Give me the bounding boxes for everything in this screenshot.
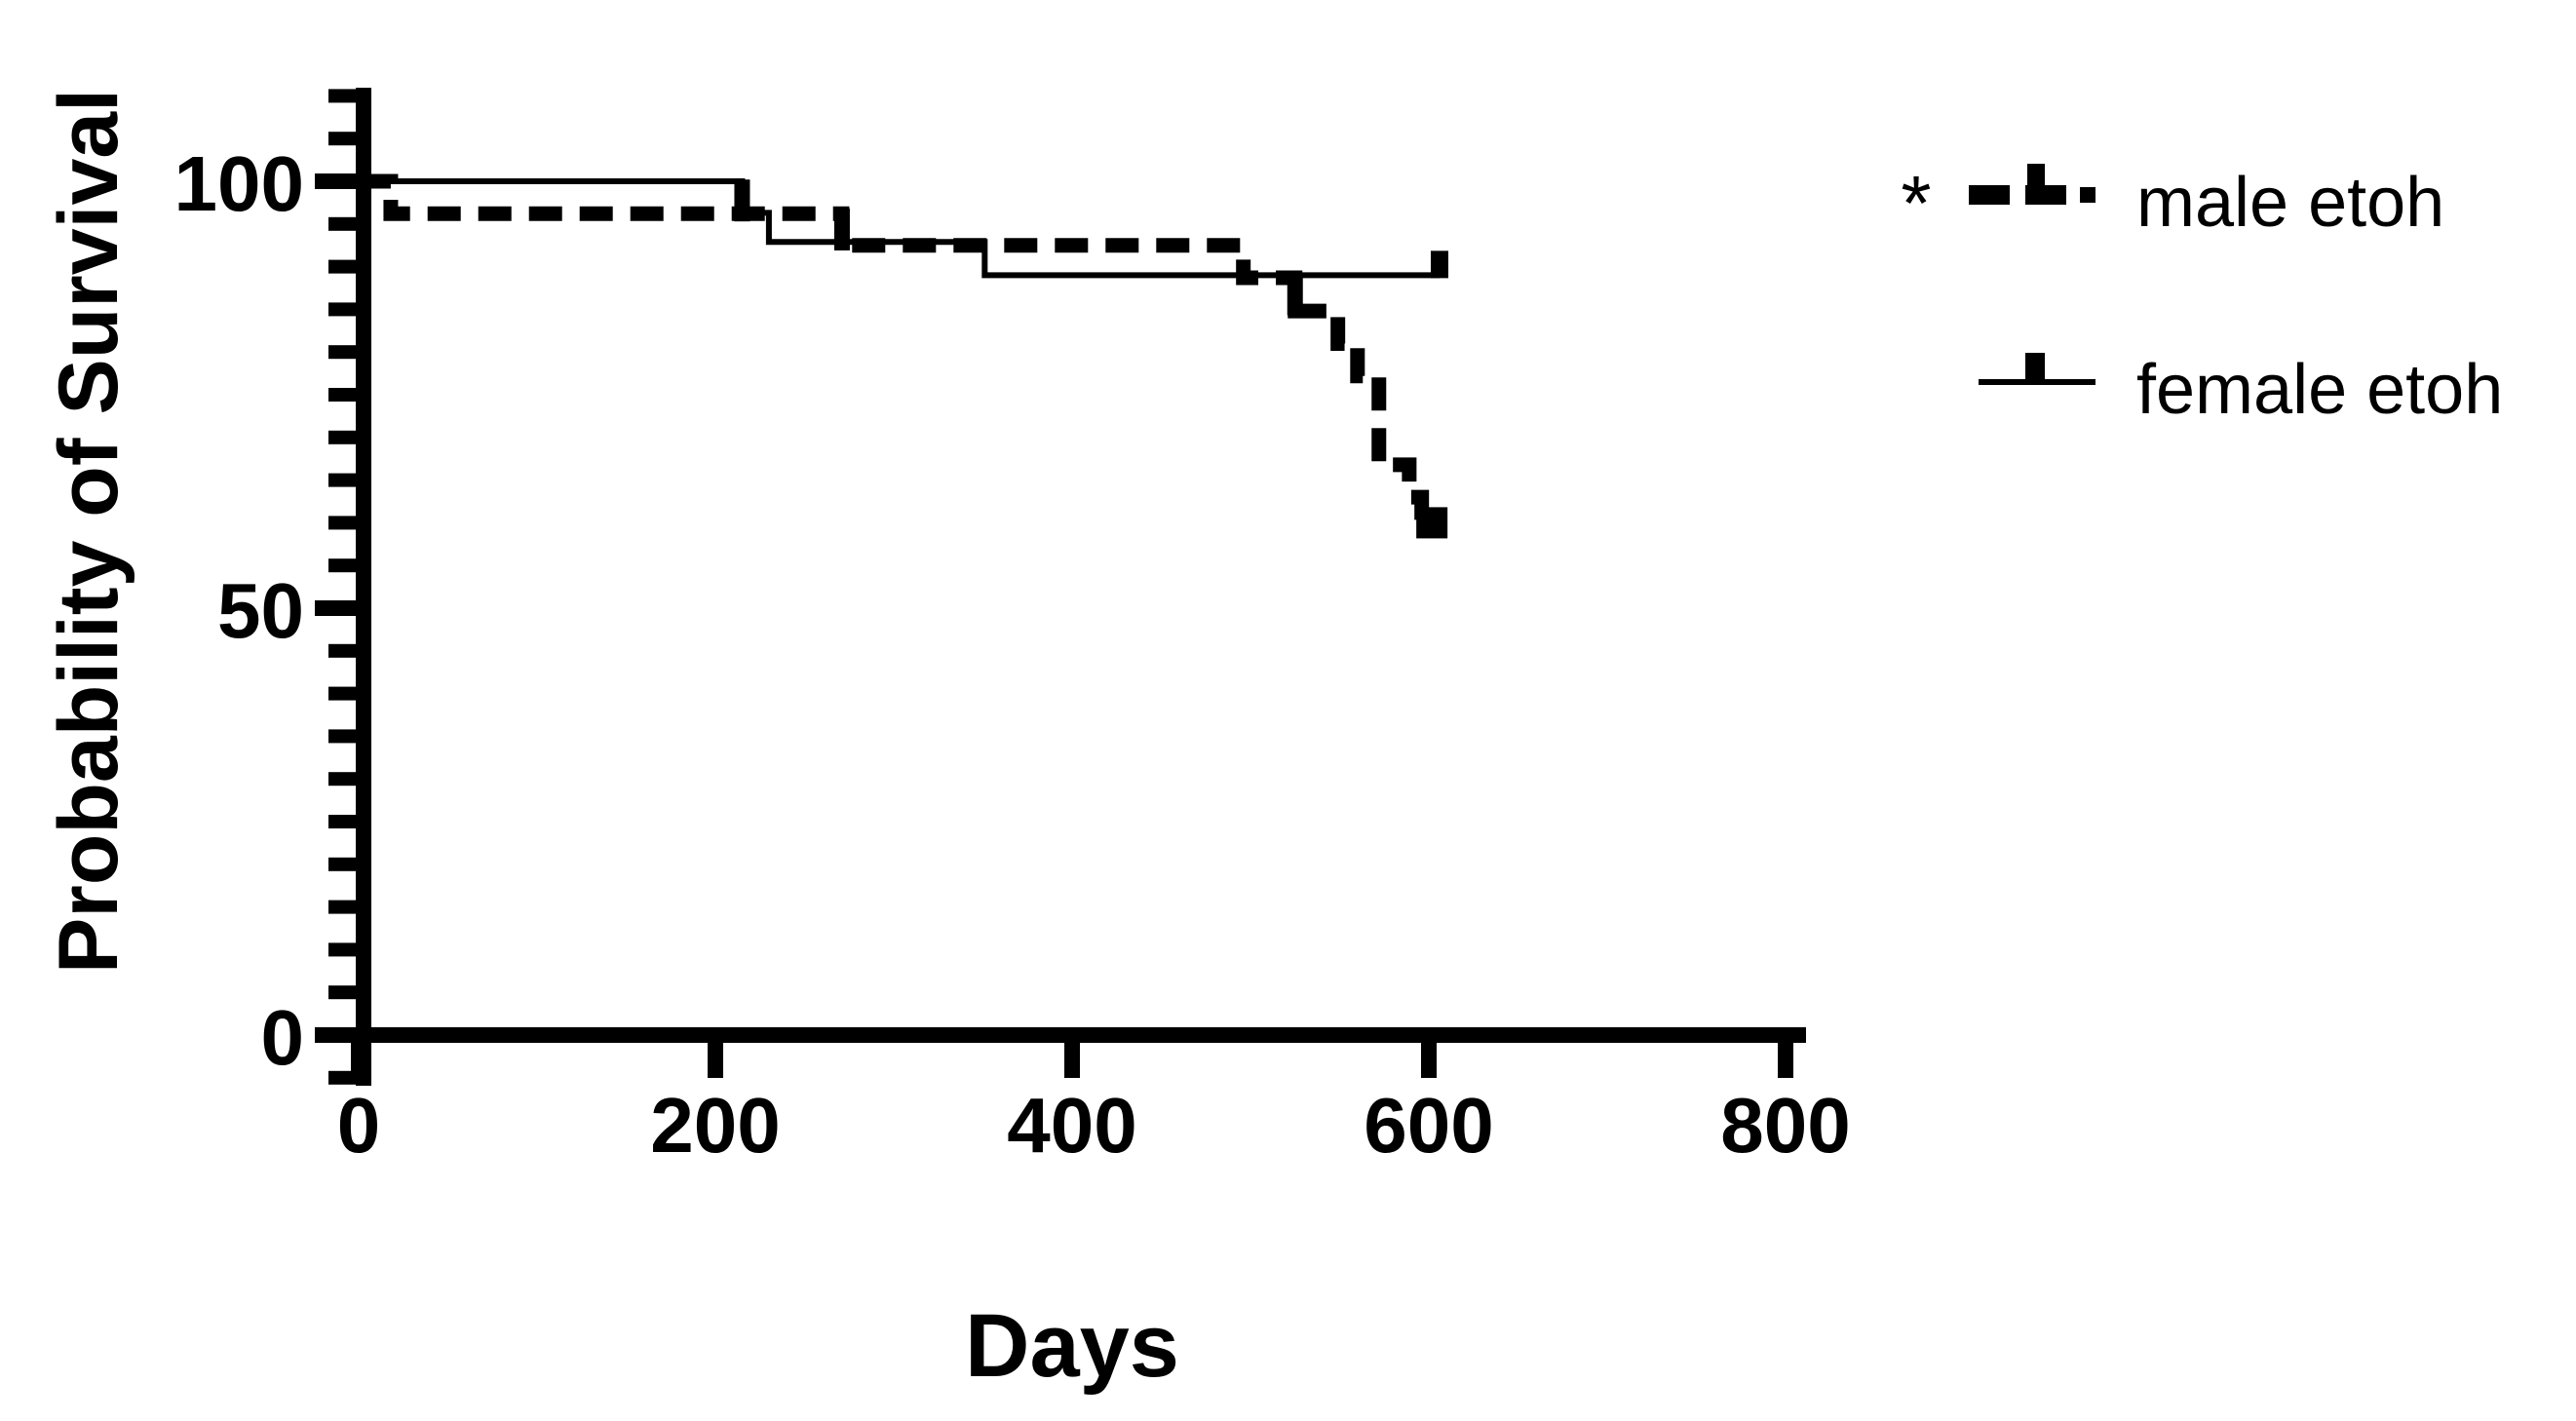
y-minor-tick--5 xyxy=(328,1070,356,1085)
female-censor-tick-day-215 xyxy=(734,179,750,222)
x-major-tick-800 xyxy=(1778,1043,1793,1078)
x-major-tick-400 xyxy=(1064,1043,1080,1078)
y-minor-tick-70 xyxy=(328,430,356,444)
x-axis-line xyxy=(320,1027,1806,1043)
x-tick-label-0: 0 xyxy=(337,1082,381,1169)
x-axis-title: Days xyxy=(965,1296,1179,1396)
male-symbol-dot-icon xyxy=(2080,187,2095,203)
y-minor-tick-10 xyxy=(328,942,356,957)
legend-symbol-male-etoh-icon xyxy=(1969,164,2095,205)
female-symbol-censor-tick-icon xyxy=(2025,353,2045,385)
y-major-tick-0 xyxy=(315,1027,356,1043)
y-tick-label-0: 0 xyxy=(261,994,305,1081)
male-censor-tick-day-271 xyxy=(833,209,850,250)
male-curve-end-square-marker xyxy=(1416,507,1448,539)
x-tick-label-400: 400 xyxy=(1007,1082,1136,1169)
y-minor-tick-45 xyxy=(328,643,356,658)
x-tick-label-800: 800 xyxy=(1720,1082,1850,1169)
x-major-tick-200 xyxy=(708,1043,723,1078)
female-etoh-curve xyxy=(359,178,1440,279)
x-tick-label-200: 200 xyxy=(650,1082,780,1169)
legend-label-male: male etoh xyxy=(2136,164,2444,242)
legend: * male etoh female etoh xyxy=(1901,160,2503,429)
y-major-tick-50 xyxy=(315,600,356,616)
y-tick-label-100: 100 xyxy=(174,140,304,227)
survival-curves xyxy=(359,173,1440,530)
x-axis-tick-labels: 0 200 400 600 800 xyxy=(337,1082,1851,1169)
y-major-tick-100 xyxy=(315,173,356,189)
curve-end-markers xyxy=(1416,250,1448,539)
axes xyxy=(320,88,1806,1086)
significance-asterisk: * xyxy=(1901,160,1931,247)
y-axis-line xyxy=(356,88,371,1086)
y-minor-tick-65 xyxy=(328,473,356,487)
male-etoh-curve xyxy=(359,173,1439,530)
y-minor-tick-95 xyxy=(328,216,356,231)
x-tick-label-600: 600 xyxy=(1364,1082,1493,1169)
y-minor-tick-90 xyxy=(328,259,356,274)
legend-label-female: female etoh xyxy=(2136,351,2503,429)
y-minor-tick-60 xyxy=(328,516,356,530)
y-minor-tick-35 xyxy=(328,729,356,744)
y-minor-tick-15 xyxy=(328,900,356,914)
y-minor-tick-85 xyxy=(328,302,356,317)
y-minor-tick-75 xyxy=(328,388,356,402)
y-tick-label-50: 50 xyxy=(217,567,304,654)
y-axis-tick-labels: 0 50 100 xyxy=(174,140,304,1081)
y-axis-major-ticks xyxy=(315,173,356,1043)
male-symbol-dash-icon xyxy=(1969,185,2010,205)
y-minor-tick-5 xyxy=(328,985,356,1000)
y-minor-tick-20 xyxy=(328,857,356,871)
y-minor-tick-80 xyxy=(328,345,356,360)
x-axis-major-ticks xyxy=(351,1043,1793,1078)
y-minor-tick-30 xyxy=(328,772,356,787)
x-major-tick-600 xyxy=(1421,1043,1437,1078)
male-censor-tick-day-525 xyxy=(1287,273,1303,316)
female-curve-end-censor-tick xyxy=(1430,250,1448,279)
y-minor-tick-55 xyxy=(328,558,356,573)
censor-tick-marks xyxy=(734,179,1303,316)
y-minor-tick-25 xyxy=(328,815,356,828)
y-minor-tick-110 xyxy=(328,89,356,103)
y-axis-title: Probability of Survival xyxy=(42,89,135,974)
legend-symbol-female-etoh-icon xyxy=(1979,353,2095,385)
y-axis-minor-ticks xyxy=(328,89,356,1085)
y-minor-tick-105 xyxy=(328,132,356,146)
y-minor-tick-40 xyxy=(328,686,356,701)
x-major-tick-0 xyxy=(351,1043,366,1078)
male-symbol-censor-tick-icon xyxy=(2027,164,2045,205)
